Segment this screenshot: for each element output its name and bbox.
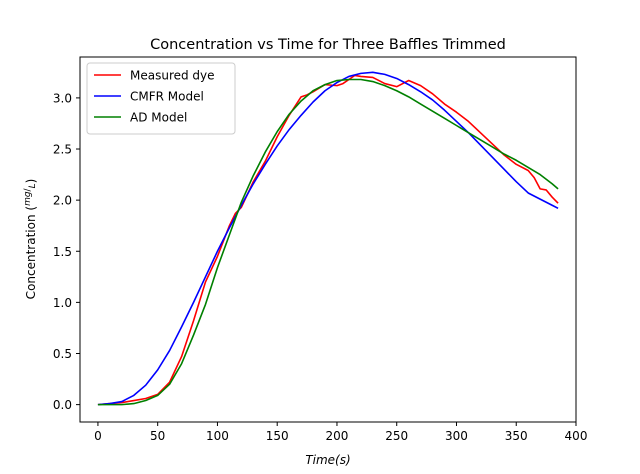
series-lines <box>97 71 559 406</box>
x-axis: 0 50 100 150 200 250 300 350 400 <box>94 422 587 443</box>
y-axis-label-numerator: mg <box>23 191 33 206</box>
series-line-cmfr-model <box>97 71 559 406</box>
y-axis: 0.0 0.5 1.0 1.5 2.0 2.5 3.0 <box>53 91 80 412</box>
y-tick-label: 2.0 <box>53 194 72 208</box>
x-tick-label: 250 <box>385 429 408 443</box>
plot-frame <box>79 56 577 423</box>
legend-label-measured-dye: Measured dye <box>130 69 215 83</box>
y-tick-label: 2.5 <box>53 143 72 157</box>
legend-box <box>86 62 236 135</box>
x-tick-label: 300 <box>445 429 468 443</box>
series-line-measured-dye <box>97 74 559 406</box>
chart-title: Concentration vs Time for Three Baffles … <box>150 37 506 53</box>
y-axis-label-main: Concentration ( <box>24 206 38 299</box>
svg-text:Concentration (mg/L): Concentration (mg/L) <box>23 179 38 300</box>
x-tick-label: 200 <box>326 429 349 443</box>
legend: Measured dye CMFR Model AD Model <box>86 62 236 135</box>
x-tick-label: 400 <box>565 429 588 443</box>
y-axis-label-close: ) <box>24 179 38 184</box>
y-tick-label: 1.0 <box>53 296 72 310</box>
x-tick-label: 50 <box>150 429 165 443</box>
legend-label-cmfr-model: CMFR Model <box>130 90 204 104</box>
y-tick-label: 3.0 <box>53 91 72 105</box>
x-tick-label: 100 <box>206 429 229 443</box>
y-axis-label: Concentration (mg/L) <box>23 179 38 300</box>
series-line-ad-model <box>97 78 559 406</box>
x-axis-label: Time(s) <box>305 453 350 467</box>
y-tick-label: 0.5 <box>53 347 72 361</box>
y-axis-label-slash: / <box>23 187 33 191</box>
y-tick-label: 0.0 <box>53 398 72 412</box>
x-tick-label: 0 <box>94 429 102 443</box>
legend-label-ad-model: AD Model <box>130 111 187 125</box>
y-axis-label-denominator: L <box>28 183 38 188</box>
x-tick-label: 350 <box>505 429 528 443</box>
x-tick-label: 150 <box>266 429 289 443</box>
y-tick-label: 1.5 <box>53 245 72 259</box>
